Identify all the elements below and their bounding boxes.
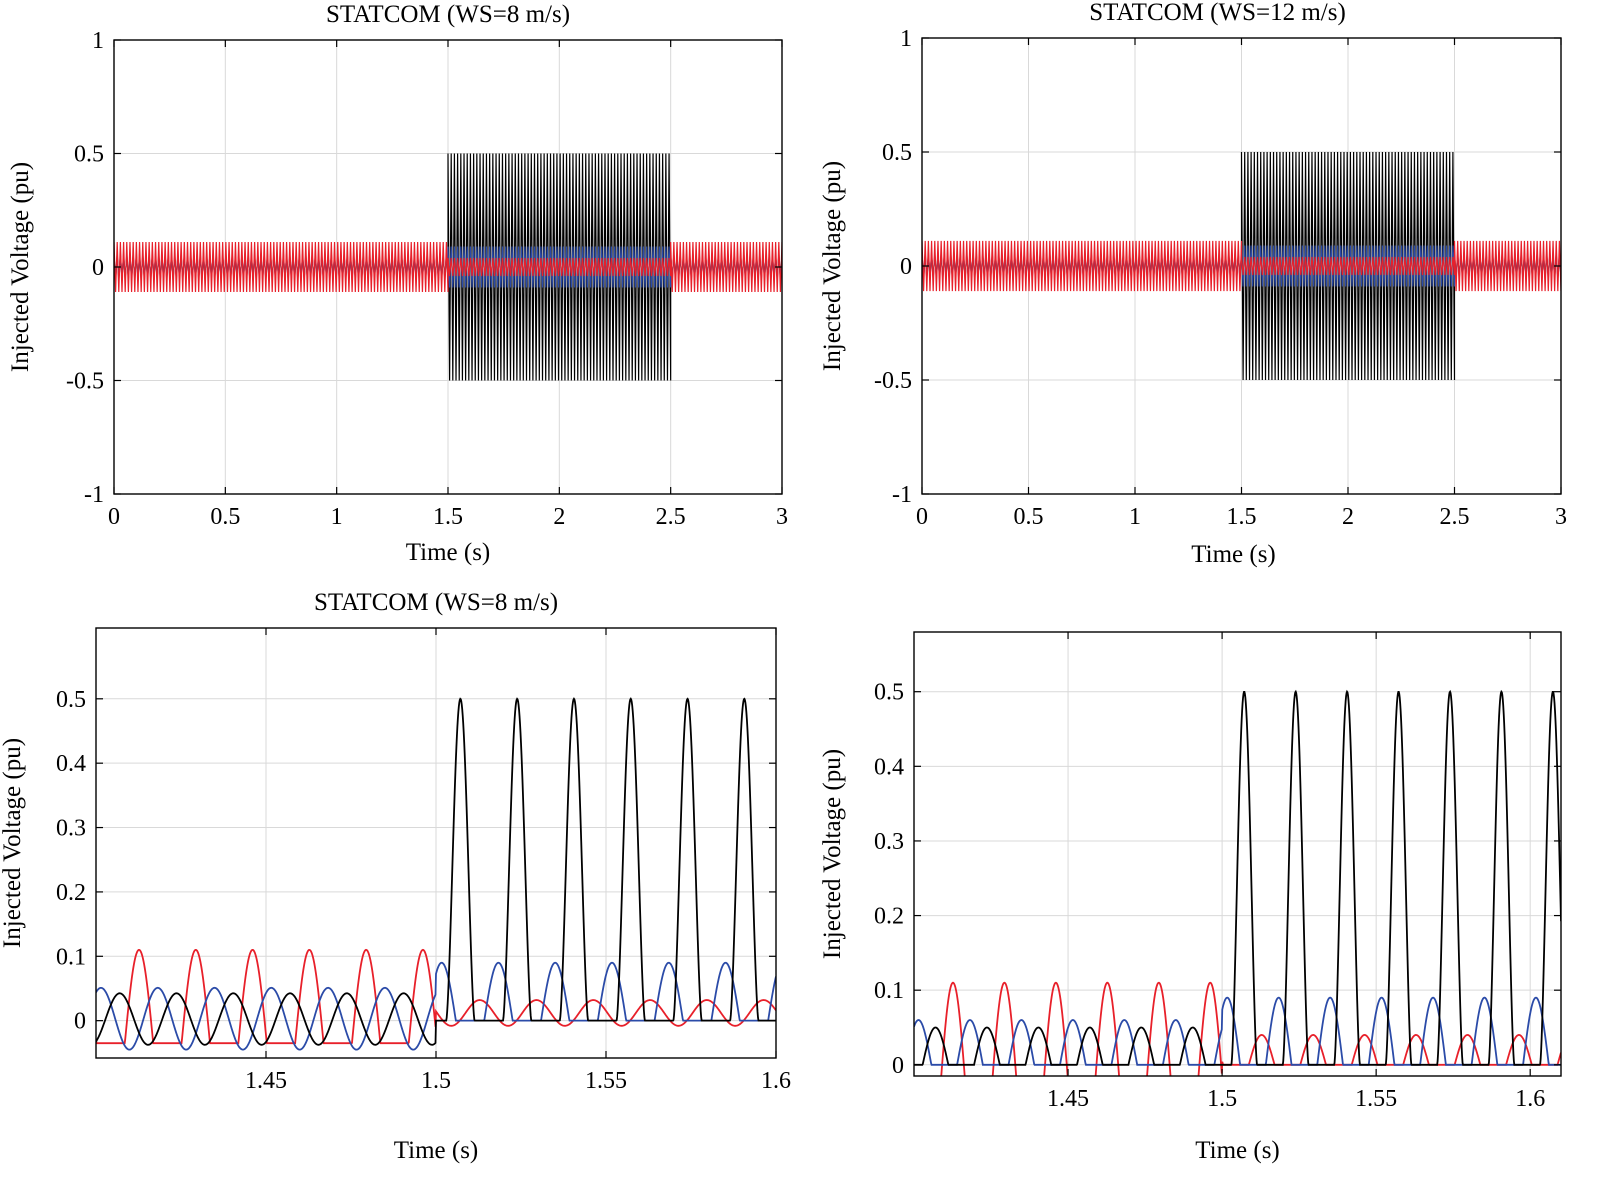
y-tick-label: 1	[92, 28, 104, 54]
data-series-group	[114, 153, 782, 381]
chart-svg-top-right: 0 0.5 1 1.5 2 2.5 3 -1 -0.5 0 0.5 1 STATCOM (WS=12 m…	[819, 0, 1567, 568]
y-axis-label: Injected Voltage (pu)	[819, 749, 846, 959]
series-line-0	[96, 697, 776, 1046]
x-tick-label: 3	[776, 504, 788, 530]
x-tick-label: 2	[553, 504, 565, 530]
chart-panel-bottom-right: 1.45 1.5 1.55 1.6 0 0.1 0.2 0.3 0.4 0.5 Time (s) In…	[810, 590, 1621, 1200]
x-tick-label: 1	[1129, 504, 1141, 530]
y-tick-label: -0.5	[874, 368, 912, 394]
y-axis-label: Injected Voltage (pu)	[0, 738, 26, 948]
y-tick-label: 0.4	[874, 754, 904, 780]
x-tick-label: 0	[916, 504, 928, 530]
chart-title: STATCOM (WS=8 m/s)	[326, 1, 570, 28]
y-tick-label: -0.5	[66, 369, 104, 395]
series-line-1	[914, 996, 1561, 1066]
y-axis-label: Injected Voltage (pu)	[819, 161, 846, 371]
x-tick-label: 1.5	[1227, 504, 1257, 530]
x-tick-label: 0.5	[1014, 504, 1044, 530]
y-tick-label: 0.1	[874, 978, 904, 1004]
x-tick-label: 3	[1555, 504, 1567, 530]
y-tick-label: 1	[900, 26, 912, 52]
x-axis-label: Time (s)	[1191, 541, 1276, 568]
data-series-group	[922, 151, 1561, 381]
y-tick-label: -1	[892, 482, 912, 508]
x-tick-label: 1.6	[1515, 1086, 1545, 1112]
y-tick-label: 0.4	[56, 751, 86, 777]
y-tick-label: 0.5	[882, 140, 912, 166]
x-tick-label: 1.45	[245, 1068, 287, 1094]
x-tick-label: 2.5	[1440, 504, 1470, 530]
y-tick-label: 0.5	[74, 142, 104, 168]
series-line-2	[96, 948, 776, 1045]
x-tick-label: 0	[108, 504, 120, 530]
y-tick-label: 0	[892, 1053, 904, 1079]
x-tick-label: 1.5	[1207, 1086, 1237, 1112]
x-tick-label: 1.5	[421, 1068, 451, 1094]
y-tick-label: 0	[92, 255, 104, 281]
series-line-2	[922, 240, 1561, 292]
axes-frame	[913, 631, 1562, 1077]
x-tick-label: 2	[1342, 504, 1354, 530]
x-tick-label: 1	[331, 504, 343, 530]
y-tick-label: 0.2	[874, 904, 904, 930]
series-line-0	[914, 689, 1561, 1066]
x-axis-label: Time (s)	[1195, 1137, 1280, 1164]
chart-panel-top-left: 0 0.5 1 1.5 2 2.5 3 -1 -0.5 0 0.5 1 STATCOM (WS=8 m/…	[0, 0, 800, 590]
x-tick-label: 1.6	[761, 1068, 791, 1094]
y-tick-label: 0	[900, 254, 912, 280]
x-tick-label: 1.55	[1355, 1086, 1397, 1112]
x-tick-label: 1.55	[585, 1068, 627, 1094]
data-series-group	[96, 697, 776, 1051]
x-tick-label: 1.5	[433, 504, 463, 530]
chart-svg-bottom-right: 1.45 1.5 1.55 1.6 0 0.1 0.2 0.3 0.4 0.5 Time (s) In…	[819, 631, 1562, 1164]
x-axis-label: Time (s)	[394, 1137, 479, 1164]
chart-svg-bottom-left: 1.45 1.5 1.55 1.6 0 0.1 0.2 0.3 0.4 0.5 STATCOM (W…	[0, 589, 791, 1164]
y-tick-label: 0.2	[56, 880, 86, 906]
series-line-2	[114, 242, 782, 292]
x-tick-label: 2.5	[656, 504, 686, 530]
y-tick-label: 0.1	[56, 944, 86, 970]
x-tick-label: 0.5	[210, 504, 240, 530]
chart-title: STATCOM (WS=8 m/s)	[314, 589, 558, 616]
series-line-1	[96, 961, 776, 1051]
x-axis-label: Time (s)	[406, 539, 491, 566]
chart-svg-top-left: 0 0.5 1 1.5 2 2.5 3 -1 -0.5 0 0.5 1 STATCOM (WS=8 m/…	[7, 1, 788, 566]
y-tick-label: 0.5	[874, 680, 904, 706]
y-tick-label: 0.5	[56, 687, 86, 713]
chart-title: STATCOM (WS=12 m/s)	[1089, 0, 1346, 26]
y-axis-label: Injected Voltage (pu)	[7, 162, 34, 372]
data-series-group	[914, 689, 1561, 1076]
x-tick-label: 1.45	[1047, 1086, 1089, 1112]
chart-panel-bottom-left: 1.45 1.5 1.55 1.6 0 0.1 0.2 0.3 0.4 0.5 STATCOM (W…	[0, 589, 800, 1200]
y-tick-label: -1	[84, 482, 104, 508]
y-tick-label: 0.3	[56, 816, 86, 842]
y-tick-label: 0	[74, 1009, 86, 1035]
chart-panel-top-right: 0 0.5 1 1.5 2 2.5 3 -1 -0.5 0 0.5 1 STATCOM (WS=12 m…	[810, 0, 1621, 590]
y-tick-label: 0.3	[874, 829, 904, 855]
